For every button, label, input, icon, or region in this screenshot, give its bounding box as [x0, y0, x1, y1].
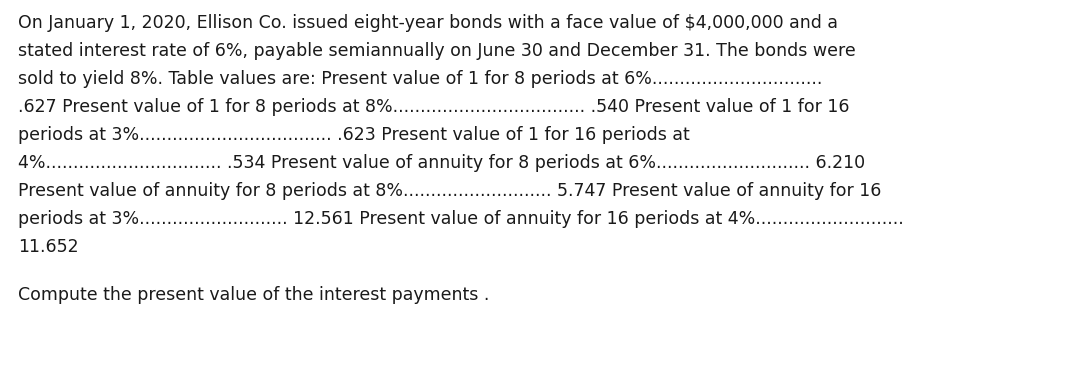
Text: Compute the present value of the interest payments .: Compute the present value of the interes…	[18, 286, 490, 304]
Text: stated interest rate of 6%, payable semiannually on June 30 and December 31. The: stated interest rate of 6%, payable semi…	[18, 42, 856, 60]
Text: periods at 3%................................... .623 Present value of 1 for 16 : periods at 3%...........................…	[18, 126, 689, 144]
Text: .627 Present value of 1 for 8 periods at 8%................................... .: .627 Present value of 1 for 8 periods at…	[18, 98, 849, 116]
Text: 11.652: 11.652	[18, 238, 79, 256]
Text: On January 1, 2020, Ellison Co. issued eight-year bonds with a face value of $4,: On January 1, 2020, Ellison Co. issued e…	[18, 14, 838, 32]
Text: sold to yield 8%. Table values are: Present value of 1 for 8 periods at 6%......: sold to yield 8%. Table values are: Pres…	[18, 70, 822, 88]
Text: 4%................................ .534 Present value of annuity for 8 periods a: 4%................................ .534 …	[18, 154, 865, 172]
Text: Present value of annuity for 8 periods at 8%........................... 5.747 Pr: Present value of annuity for 8 periods a…	[18, 182, 882, 200]
Text: periods at 3%........................... 12.561 Present value of annuity for 16 : periods at 3%...........................…	[18, 210, 904, 228]
